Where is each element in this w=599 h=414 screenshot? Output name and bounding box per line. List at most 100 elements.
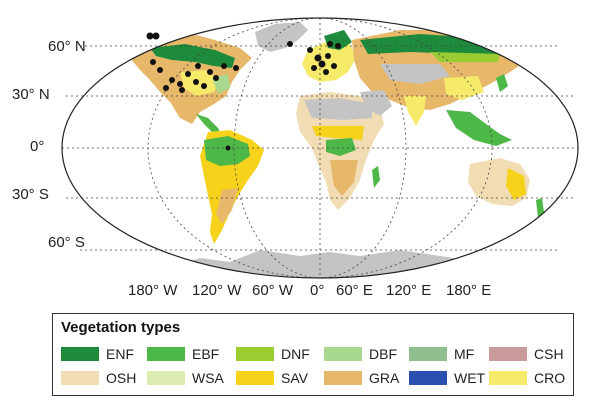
legend-label: CSH (534, 346, 564, 362)
legend-swatch (61, 347, 99, 361)
legend-item-csh: CSH (489, 345, 564, 363)
site-marker (157, 67, 163, 73)
site-marker (233, 65, 239, 71)
legend-title: Vegetation types (61, 319, 181, 336)
legend-item-dbf: DBF (324, 345, 397, 363)
world-map-figure: 60° N 30° N 0° 30° S 60° S 180° W 120° W… (12, 17, 579, 299)
china-cropland (444, 76, 484, 100)
world-map (61, 17, 579, 279)
central-asia-barren (380, 64, 450, 84)
lon-label-120w: 120° W (192, 282, 242, 299)
lat-label-60n: 60° N (48, 38, 86, 55)
legend-label: ENF (106, 346, 134, 362)
legend-item-wsa: WSA (147, 369, 224, 387)
legend-label: GRA (369, 370, 400, 386)
site-marker (163, 85, 169, 91)
north-america-cropland (180, 70, 220, 96)
middle-east (360, 90, 392, 116)
site-marker (146, 32, 154, 40)
legend-label: DNF (281, 346, 310, 362)
site-marker (150, 59, 156, 65)
legend-item-ebf: EBF (147, 345, 219, 363)
site-marker (318, 60, 326, 68)
legend-label: WSA (192, 370, 224, 386)
legend-swatch (409, 347, 447, 361)
site-marker (325, 53, 331, 59)
legend-label: DBF (369, 346, 397, 362)
india (404, 96, 426, 126)
legend-item-sav: SAV (236, 369, 308, 387)
japan (496, 74, 508, 92)
lat-label-30s: 30° S (12, 186, 49, 203)
site-marker (177, 81, 183, 87)
legend-item-gra: GRA (324, 369, 399, 387)
legend-swatch (61, 371, 99, 385)
lat-label-60s: 60° S (48, 234, 85, 251)
lon-label-120e: 120° E (386, 282, 432, 299)
legend-item-mf: MF (409, 345, 474, 363)
legend-item-wet: WET (409, 369, 485, 387)
new-zealand (536, 198, 544, 218)
site-marker (307, 47, 313, 53)
legend-swatch (236, 347, 274, 361)
legend-label: WET (454, 370, 486, 386)
legend-item-dnf: DNF (236, 345, 310, 363)
legend-swatch (147, 347, 185, 361)
central-america (196, 114, 222, 136)
globe-outline (61, 17, 579, 279)
site-marker (207, 69, 213, 75)
site-marker (287, 41, 293, 47)
southern-africa-grassland (330, 160, 358, 196)
lat-label-30n: 30° N (12, 86, 50, 103)
legend-swatch (489, 371, 527, 385)
site-marker (201, 83, 207, 89)
legend-swatch (147, 371, 185, 385)
lon-label-180w: 180° W (128, 282, 178, 299)
site-markers (146, 32, 341, 151)
amazon-forest (204, 136, 250, 166)
site-marker (152, 32, 160, 40)
africa-savanna (312, 126, 364, 140)
north-america-forest (150, 44, 235, 68)
site-marker (213, 75, 219, 81)
legend: Vegetation types ENF EBF DNF DBF MF CSH OSH WSA… (52, 313, 574, 396)
europe (302, 40, 356, 82)
lon-label-0: 0° (310, 282, 325, 299)
site-marker (169, 77, 175, 83)
site-marker (195, 63, 201, 69)
legend-label: EBF (192, 346, 220, 362)
lon-label-60w: 60° W (252, 282, 294, 299)
legend-swatch (324, 371, 362, 385)
legend-item-osh: OSH (61, 369, 136, 387)
site-marker (193, 79, 199, 85)
site-marker (185, 71, 191, 77)
site-marker (179, 87, 185, 93)
site-marker (314, 54, 322, 62)
lat-label-equator: 0° (30, 138, 45, 155)
australia-east (506, 168, 526, 200)
legend-label: SAV (281, 370, 308, 386)
legend-swatch (324, 347, 362, 361)
site-marker (327, 41, 333, 47)
siberia-mixed (430, 52, 500, 62)
sahara (304, 98, 372, 120)
legend-label: CRO (534, 370, 566, 386)
legend-item-cro: CRO (489, 369, 565, 387)
southeast-asia (446, 110, 512, 146)
legend-label: OSH (106, 370, 137, 386)
greenland (255, 22, 308, 52)
congo-forest (326, 138, 356, 156)
lon-label-180e: 180° E (446, 282, 492, 299)
legend-swatch (236, 371, 274, 385)
site-marker (311, 65, 317, 71)
site-marker (331, 63, 337, 69)
south-america-grassland (216, 188, 238, 224)
site-marker (335, 43, 341, 49)
madagascar (372, 166, 380, 188)
legend-swatch (489, 347, 527, 361)
legend-label: MF (454, 346, 475, 362)
lon-label-60e: 60° E (336, 282, 373, 299)
site-marker (323, 69, 329, 75)
legend-swatch (409, 371, 447, 385)
site-marker (221, 63, 227, 69)
